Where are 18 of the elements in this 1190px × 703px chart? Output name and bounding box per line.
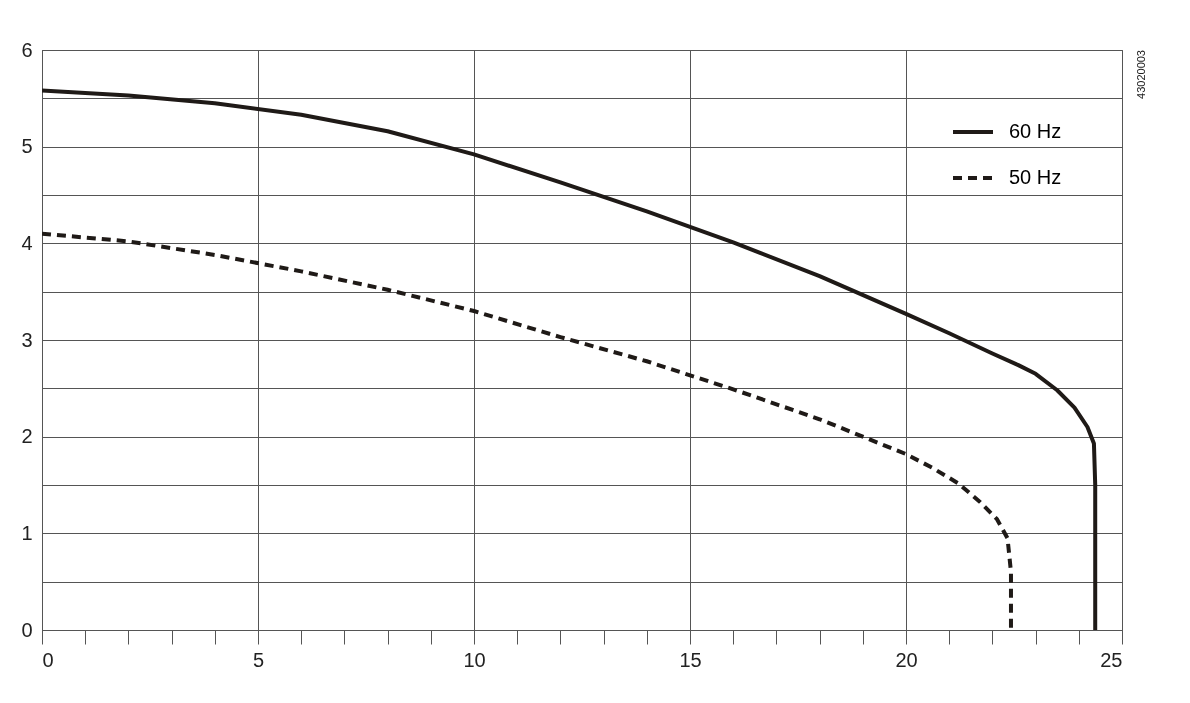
x-tick-label: 5 <box>252 648 265 671</box>
y-tick-label: 3 <box>21 328 33 351</box>
y-tick-label: 0 <box>21 618 33 641</box>
y-tick-label: 5 <box>21 135 33 158</box>
x-tick-label: 20 <box>895 648 918 671</box>
y-tick-label: 1 <box>21 521 33 544</box>
line-series <box>42 88 1098 630</box>
legend-label: 60 Hz <box>1009 120 1062 142</box>
x-tick-label: 0 <box>42 648 54 671</box>
y-tick-label: 4 <box>21 231 33 254</box>
x-tick-label: 15 <box>679 648 702 671</box>
legend-label: 50 Hz <box>1009 166 1062 188</box>
text: 43020003 <box>1135 50 1147 99</box>
y-tick-label: 6 <box>21 38 33 61</box>
x-tick-label: 10 <box>463 648 486 671</box>
x-tick-label: 25 <box>1100 648 1123 671</box>
y-tick-label: 2 <box>21 425 33 448</box>
line-series <box>42 231 1013 630</box>
